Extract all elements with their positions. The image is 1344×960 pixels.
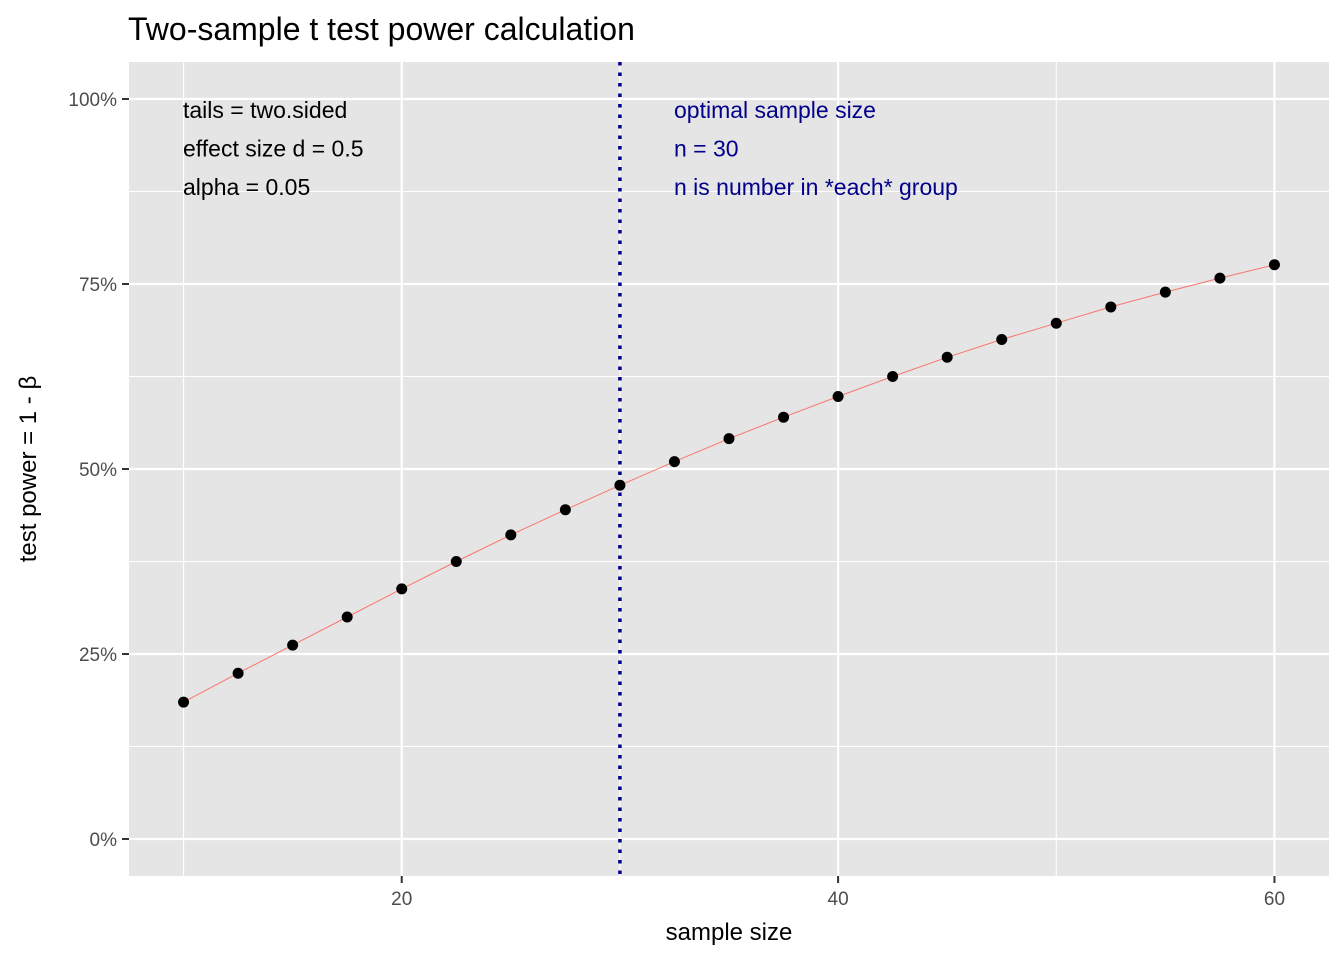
- data-point: [614, 479, 626, 491]
- data-point: [1159, 286, 1171, 298]
- y-tick-label: 50%: [79, 460, 117, 481]
- data-point: [1050, 317, 1062, 329]
- test-parameters-annotation: tails = two.sided effect size d = 0.5 alph…: [183, 97, 364, 200]
- x-tick-label: 60: [1264, 889, 1285, 910]
- data-point: [232, 667, 244, 679]
- x-tick-label: 40: [828, 889, 849, 910]
- y-tick-label: 100%: [68, 90, 117, 111]
- data-point: [941, 351, 953, 363]
- grid-lines: [129, 62, 1329, 876]
- data-point: [178, 696, 190, 708]
- data-point: [505, 529, 517, 541]
- data-point: [778, 411, 790, 423]
- optimal-sample-size-annotation: optimal sample size n = 30 n is number in …: [674, 97, 958, 200]
- x-axis: 20 40 60: [391, 876, 1285, 910]
- x-axis-title: sample size: [666, 919, 793, 946]
- annotation-line-1: optimal sample size: [674, 97, 876, 123]
- x-tick-label: 20: [391, 889, 412, 910]
- annotation-line-1: tails = two.sided: [183, 97, 347, 123]
- annotation-line-2: effect size d = 0.5: [183, 136, 364, 162]
- data-point: [1105, 301, 1117, 313]
- y-tick-label: 0%: [90, 830, 118, 851]
- data-point: [559, 504, 571, 516]
- annotation-line-3: alpha = 0.05: [183, 174, 310, 200]
- y-axis: 0% 25% 50% 75% 100%: [68, 90, 129, 851]
- data-point: [832, 390, 844, 402]
- data-point: [887, 371, 899, 382]
- data-point: [287, 639, 299, 651]
- data-point: [1268, 259, 1280, 271]
- chart-title: Two-sample t test power calculation: [128, 11, 635, 47]
- data-point: [396, 583, 408, 595]
- y-tick-label: 25%: [79, 645, 117, 666]
- data-point: [723, 433, 735, 445]
- annotation-line-2: n = 30: [674, 136, 739, 162]
- data-point: [668, 456, 680, 468]
- power-series: [178, 259, 1280, 708]
- data-point: [1214, 272, 1226, 284]
- annotation-line-3: n is number in *each* group: [674, 174, 958, 200]
- y-axis-title: test power = 1 - β: [15, 376, 42, 563]
- y-tick-label: 75%: [79, 275, 117, 296]
- data-point: [450, 556, 462, 567]
- data-point: [341, 611, 353, 623]
- data-point: [996, 334, 1008, 345]
